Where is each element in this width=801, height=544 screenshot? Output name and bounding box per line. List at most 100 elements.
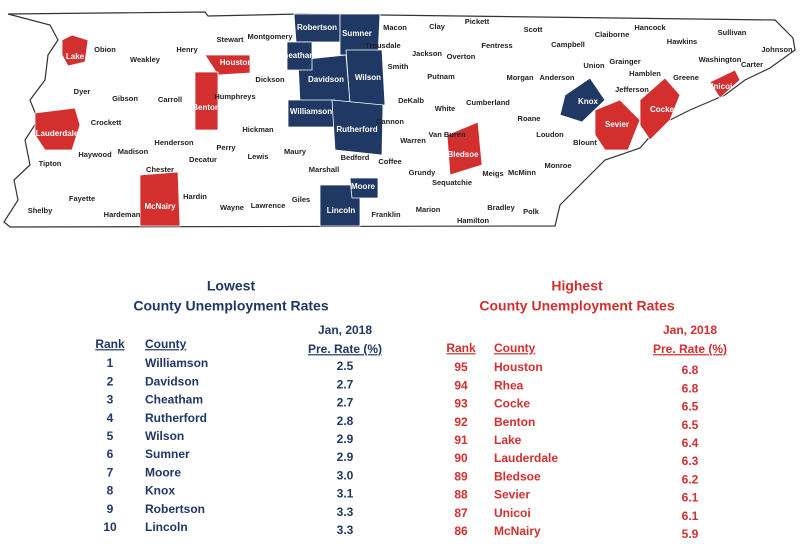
county-label: Dickson bbox=[255, 75, 285, 84]
rank-cell: 93 bbox=[454, 397, 468, 411]
rate-cell: 2.5 bbox=[337, 359, 354, 373]
county-label: Tipton bbox=[39, 159, 62, 168]
county-header: County bbox=[145, 337, 187, 351]
county-label: Greene bbox=[673, 73, 699, 82]
county-label: Grainger bbox=[609, 57, 640, 66]
rate-cell: 2.7 bbox=[337, 396, 354, 410]
county-label: Weakley bbox=[130, 55, 161, 64]
rank-header: Rank bbox=[95, 337, 125, 351]
county-label: Shelby bbox=[28, 206, 53, 215]
county-label: McMinn bbox=[508, 168, 536, 177]
county-label: Warren bbox=[400, 136, 426, 145]
rank-cell: 94 bbox=[454, 378, 468, 392]
county-label: Meigs bbox=[482, 169, 503, 178]
county-label: Blount bbox=[573, 138, 597, 147]
county-label: Hardin bbox=[183, 192, 207, 201]
rate-cell: 6.5 bbox=[682, 400, 699, 414]
county-label: Williamson bbox=[290, 107, 332, 116]
rate-cell: 6.3 bbox=[682, 454, 699, 468]
county-label: Giles bbox=[292, 195, 310, 204]
county-label: Macon bbox=[383, 23, 407, 32]
county-highlight bbox=[34, 107, 81, 151]
rate-cell: 6.4 bbox=[682, 436, 699, 450]
rank-cell: 8 bbox=[107, 484, 114, 498]
county-label: Hancock bbox=[634, 23, 666, 32]
county-label: Rutherford bbox=[336, 125, 377, 134]
rank-cell: 90 bbox=[454, 451, 468, 465]
county-cell: Rhea bbox=[494, 378, 524, 392]
rank-header: Rank bbox=[446, 341, 476, 355]
county-cell: Lincoln bbox=[145, 520, 188, 534]
county-cell: Lauderdale bbox=[494, 451, 558, 465]
county-label: Maury bbox=[284, 147, 307, 156]
rank-cell: 95 bbox=[454, 360, 468, 374]
county-label: Wayne bbox=[220, 203, 244, 212]
table-title: Lowest bbox=[207, 278, 256, 294]
county-label: Sequatchie bbox=[432, 178, 472, 187]
county-label: Bledsoe bbox=[447, 150, 479, 159]
county-label: McNairy bbox=[144, 202, 176, 211]
county-label: DeKalb bbox=[398, 96, 424, 105]
county-label: Montgomery bbox=[248, 32, 294, 41]
county-cell: Cocke bbox=[494, 397, 530, 411]
county-cell: Sumner bbox=[145, 447, 190, 461]
rate-cell: 3.0 bbox=[337, 468, 354, 482]
county-cell: Benton bbox=[494, 415, 535, 429]
county-label: Knox bbox=[578, 97, 599, 106]
county-label: Overton bbox=[447, 52, 476, 61]
county-label: Obion bbox=[94, 45, 116, 54]
county-label: Cheatham bbox=[278, 51, 317, 60]
county-label: Monroe bbox=[544, 161, 571, 170]
rate-cell: 2.7 bbox=[337, 377, 354, 391]
county-label: Benton bbox=[192, 103, 220, 112]
rank-cell: 87 bbox=[454, 506, 468, 520]
county-label: Jefferson bbox=[615, 85, 649, 94]
rate-header: Pre. Rate (%) bbox=[308, 342, 382, 356]
county-label: Moore bbox=[351, 182, 376, 191]
county-cell: Wilson bbox=[145, 429, 184, 443]
county-label: Houston bbox=[220, 58, 253, 67]
county-label: Grundy bbox=[409, 168, 436, 177]
rate-cell: 6.2 bbox=[682, 472, 699, 486]
county-label: Scott bbox=[524, 25, 543, 34]
county-label: Bradley bbox=[487, 203, 515, 212]
rank-cell: 7 bbox=[107, 465, 114, 479]
rank-cell: 89 bbox=[454, 469, 468, 483]
table-subtitle: County Unemployment Rates bbox=[133, 298, 328, 314]
rate-cell: 2.9 bbox=[337, 432, 354, 446]
county-label: Lauderdale bbox=[36, 129, 79, 138]
rate-cell: 6.5 bbox=[682, 418, 699, 432]
rank-cell: 3 bbox=[107, 393, 114, 407]
date-header: Jan, 2018 bbox=[663, 323, 717, 337]
rank-cell: 91 bbox=[454, 433, 468, 447]
county-label: Loudon bbox=[536, 130, 564, 139]
county-label: Putnam bbox=[427, 72, 455, 81]
county-label: Carter bbox=[741, 60, 763, 69]
county-cell: McNairy bbox=[494, 524, 541, 538]
county-label: Madison bbox=[118, 147, 149, 156]
county-highlight bbox=[194, 71, 219, 131]
county-label: Coffee bbox=[378, 157, 401, 166]
county-highlight bbox=[446, 121, 483, 176]
rate-cell: 3.3 bbox=[337, 523, 354, 537]
rate-cell: 3.3 bbox=[337, 505, 354, 519]
rate-cell: 2.9 bbox=[337, 450, 354, 464]
county-label: Wilson bbox=[355, 73, 381, 82]
county-label: Lewis bbox=[248, 152, 269, 161]
county-label: White bbox=[435, 104, 455, 113]
rank-cell: 4 bbox=[107, 411, 114, 425]
county-label: Henry bbox=[176, 45, 198, 54]
rate-header: Pre. Rate (%) bbox=[653, 342, 727, 356]
county-label: Sevier bbox=[605, 120, 629, 129]
county-cell: Unicoi bbox=[494, 506, 531, 520]
rank-cell: 1 bbox=[107, 356, 114, 370]
county-label: Trousdale bbox=[365, 41, 400, 50]
county-label: Hickman bbox=[242, 125, 274, 134]
county-label: Roane bbox=[518, 114, 541, 123]
county-label: Claiborne bbox=[595, 30, 630, 39]
county-highlight bbox=[559, 77, 606, 123]
county-cell: Moore bbox=[145, 465, 181, 479]
rank-cell: 6 bbox=[107, 447, 114, 461]
county-label: Van Buren bbox=[428, 130, 466, 139]
county-label: Franklin bbox=[371, 210, 401, 219]
